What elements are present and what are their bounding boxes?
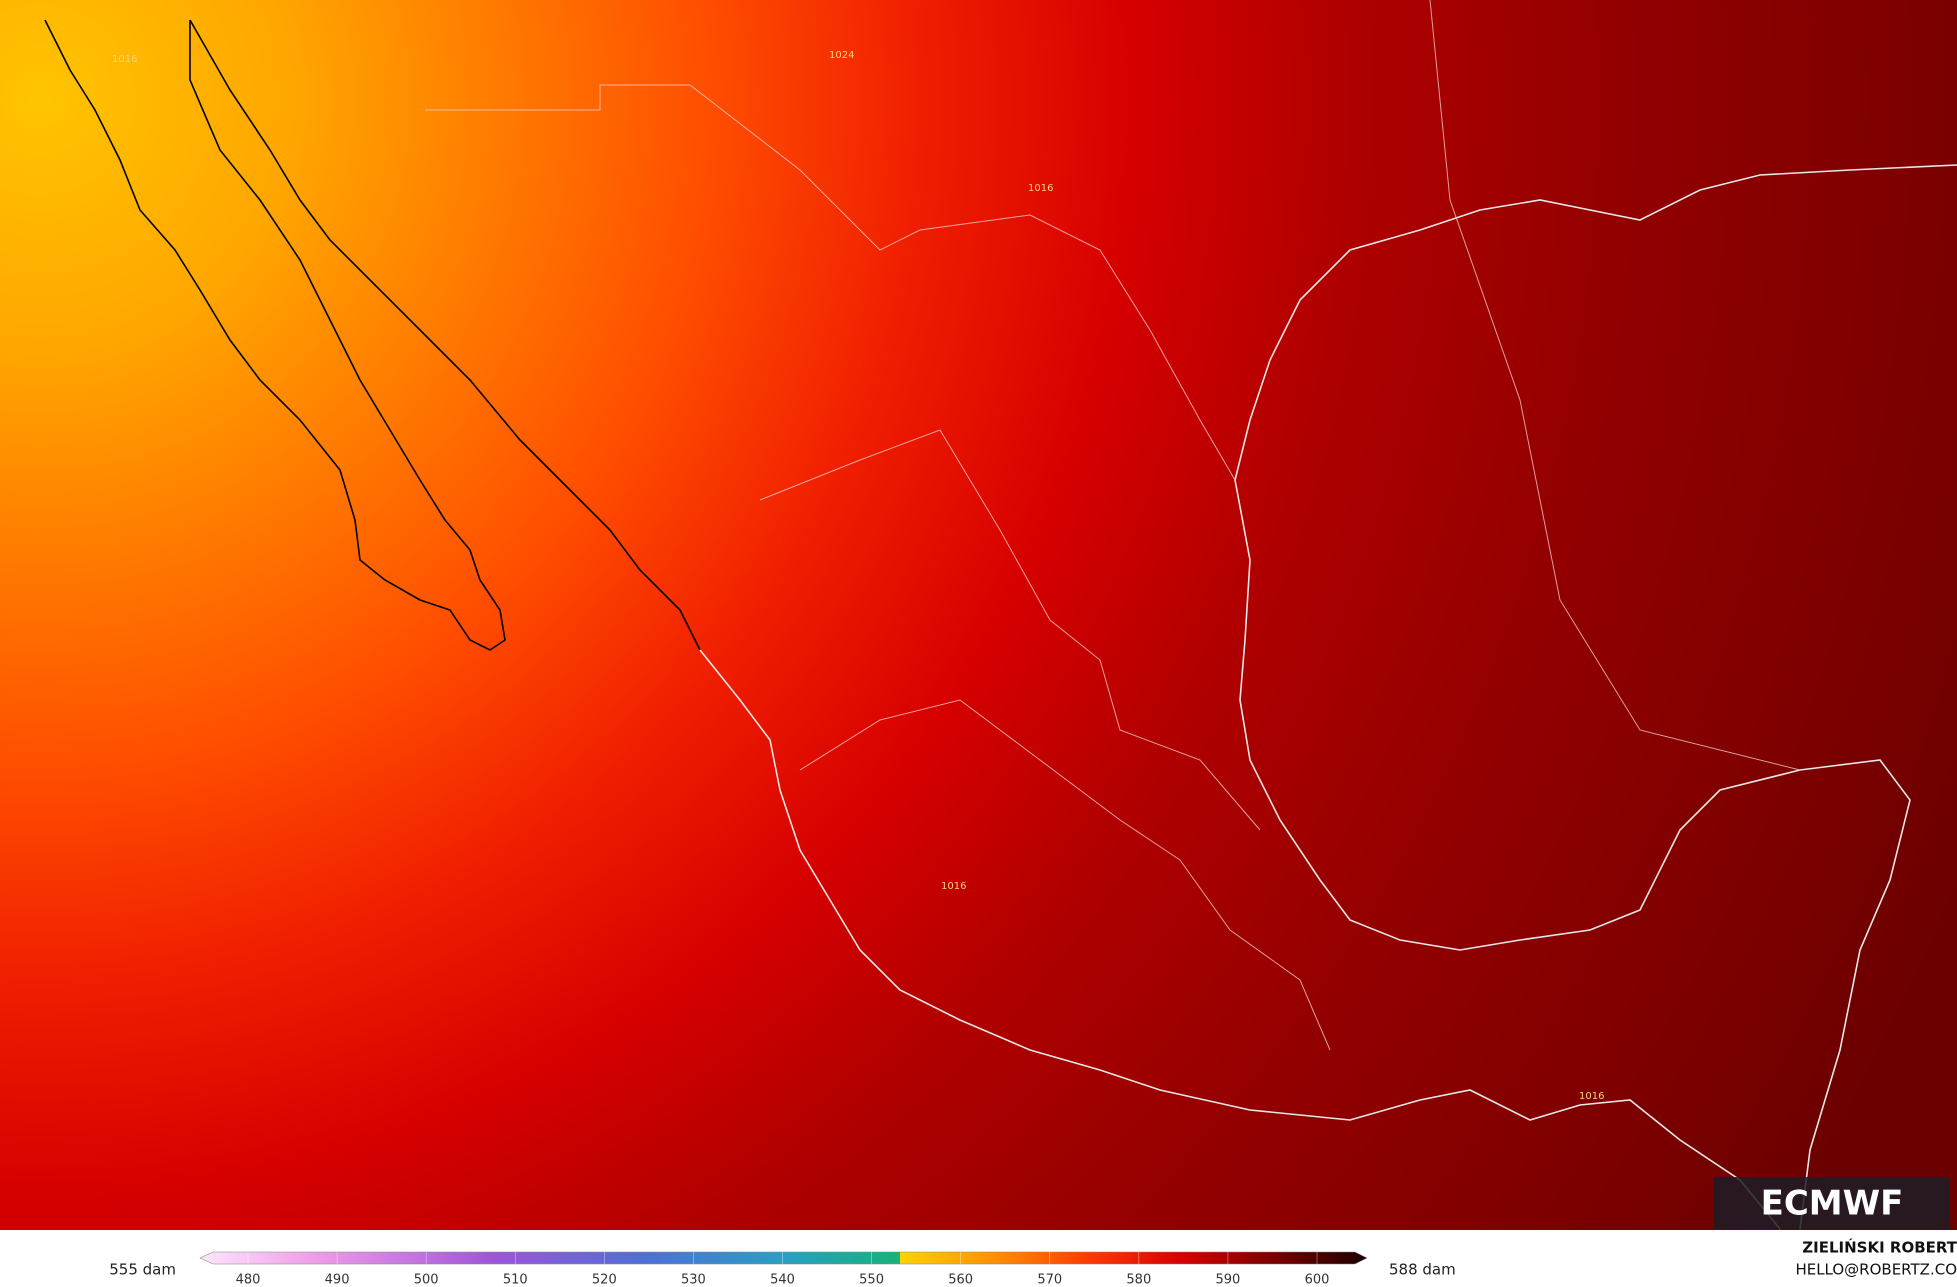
contour-label: 1016 [941,881,966,892]
colorbar-left-label: 555 dam [109,1261,176,1279]
colorbar [199,1251,1368,1265]
colorbar-tick-label: 490 [325,1273,350,1287]
geopotential-field [0,0,1957,1230]
colorbar-right-label: 588 dam [1389,1261,1456,1279]
colorbar-tick-label: 580 [1126,1273,1151,1287]
contour-label: 1016 [112,54,137,65]
coastlines [44,19,1957,1230]
logo-box [1714,1177,1949,1229]
colorbar-tick-label: 570 [1037,1273,1062,1287]
colorbar-tick-label: 560 [948,1273,973,1287]
logo-text: ECMWF [1761,1184,1904,1224]
colorbar-tick-label: 530 [681,1273,706,1287]
contour-label: 1016 [1579,1091,1604,1102]
colorbar-tick-label: 480 [236,1273,261,1287]
contact: HELLO@ROBERTZ.CO [1795,1261,1957,1279]
colorbar-tick-label: 520 [592,1273,617,1287]
author: ZIELIŃSKI ROBERT [1802,1238,1957,1257]
colorbar-tick-label: 500 [414,1273,439,1287]
colorbar-ticks: 480 490 500 510 520 530 540 550 560 570 580 590 600 [236,1252,1330,1287]
colorbar-tick-label: 510 [503,1273,528,1287]
colorbar-tick-label: 590 [1216,1273,1241,1287]
contour-label: 1024 [829,50,854,61]
contour-label: 1016 [1028,183,1053,194]
contour-labels: 1016 1024 1016 1016 1016 [112,50,1604,1102]
logo: ECMWF [1714,1177,1949,1229]
borders [425,0,1801,1051]
colorbar-tick-label: 600 [1305,1273,1330,1287]
colorbar-tick-label: 540 [770,1273,795,1287]
colorbar-tick-label: 550 [859,1273,884,1287]
